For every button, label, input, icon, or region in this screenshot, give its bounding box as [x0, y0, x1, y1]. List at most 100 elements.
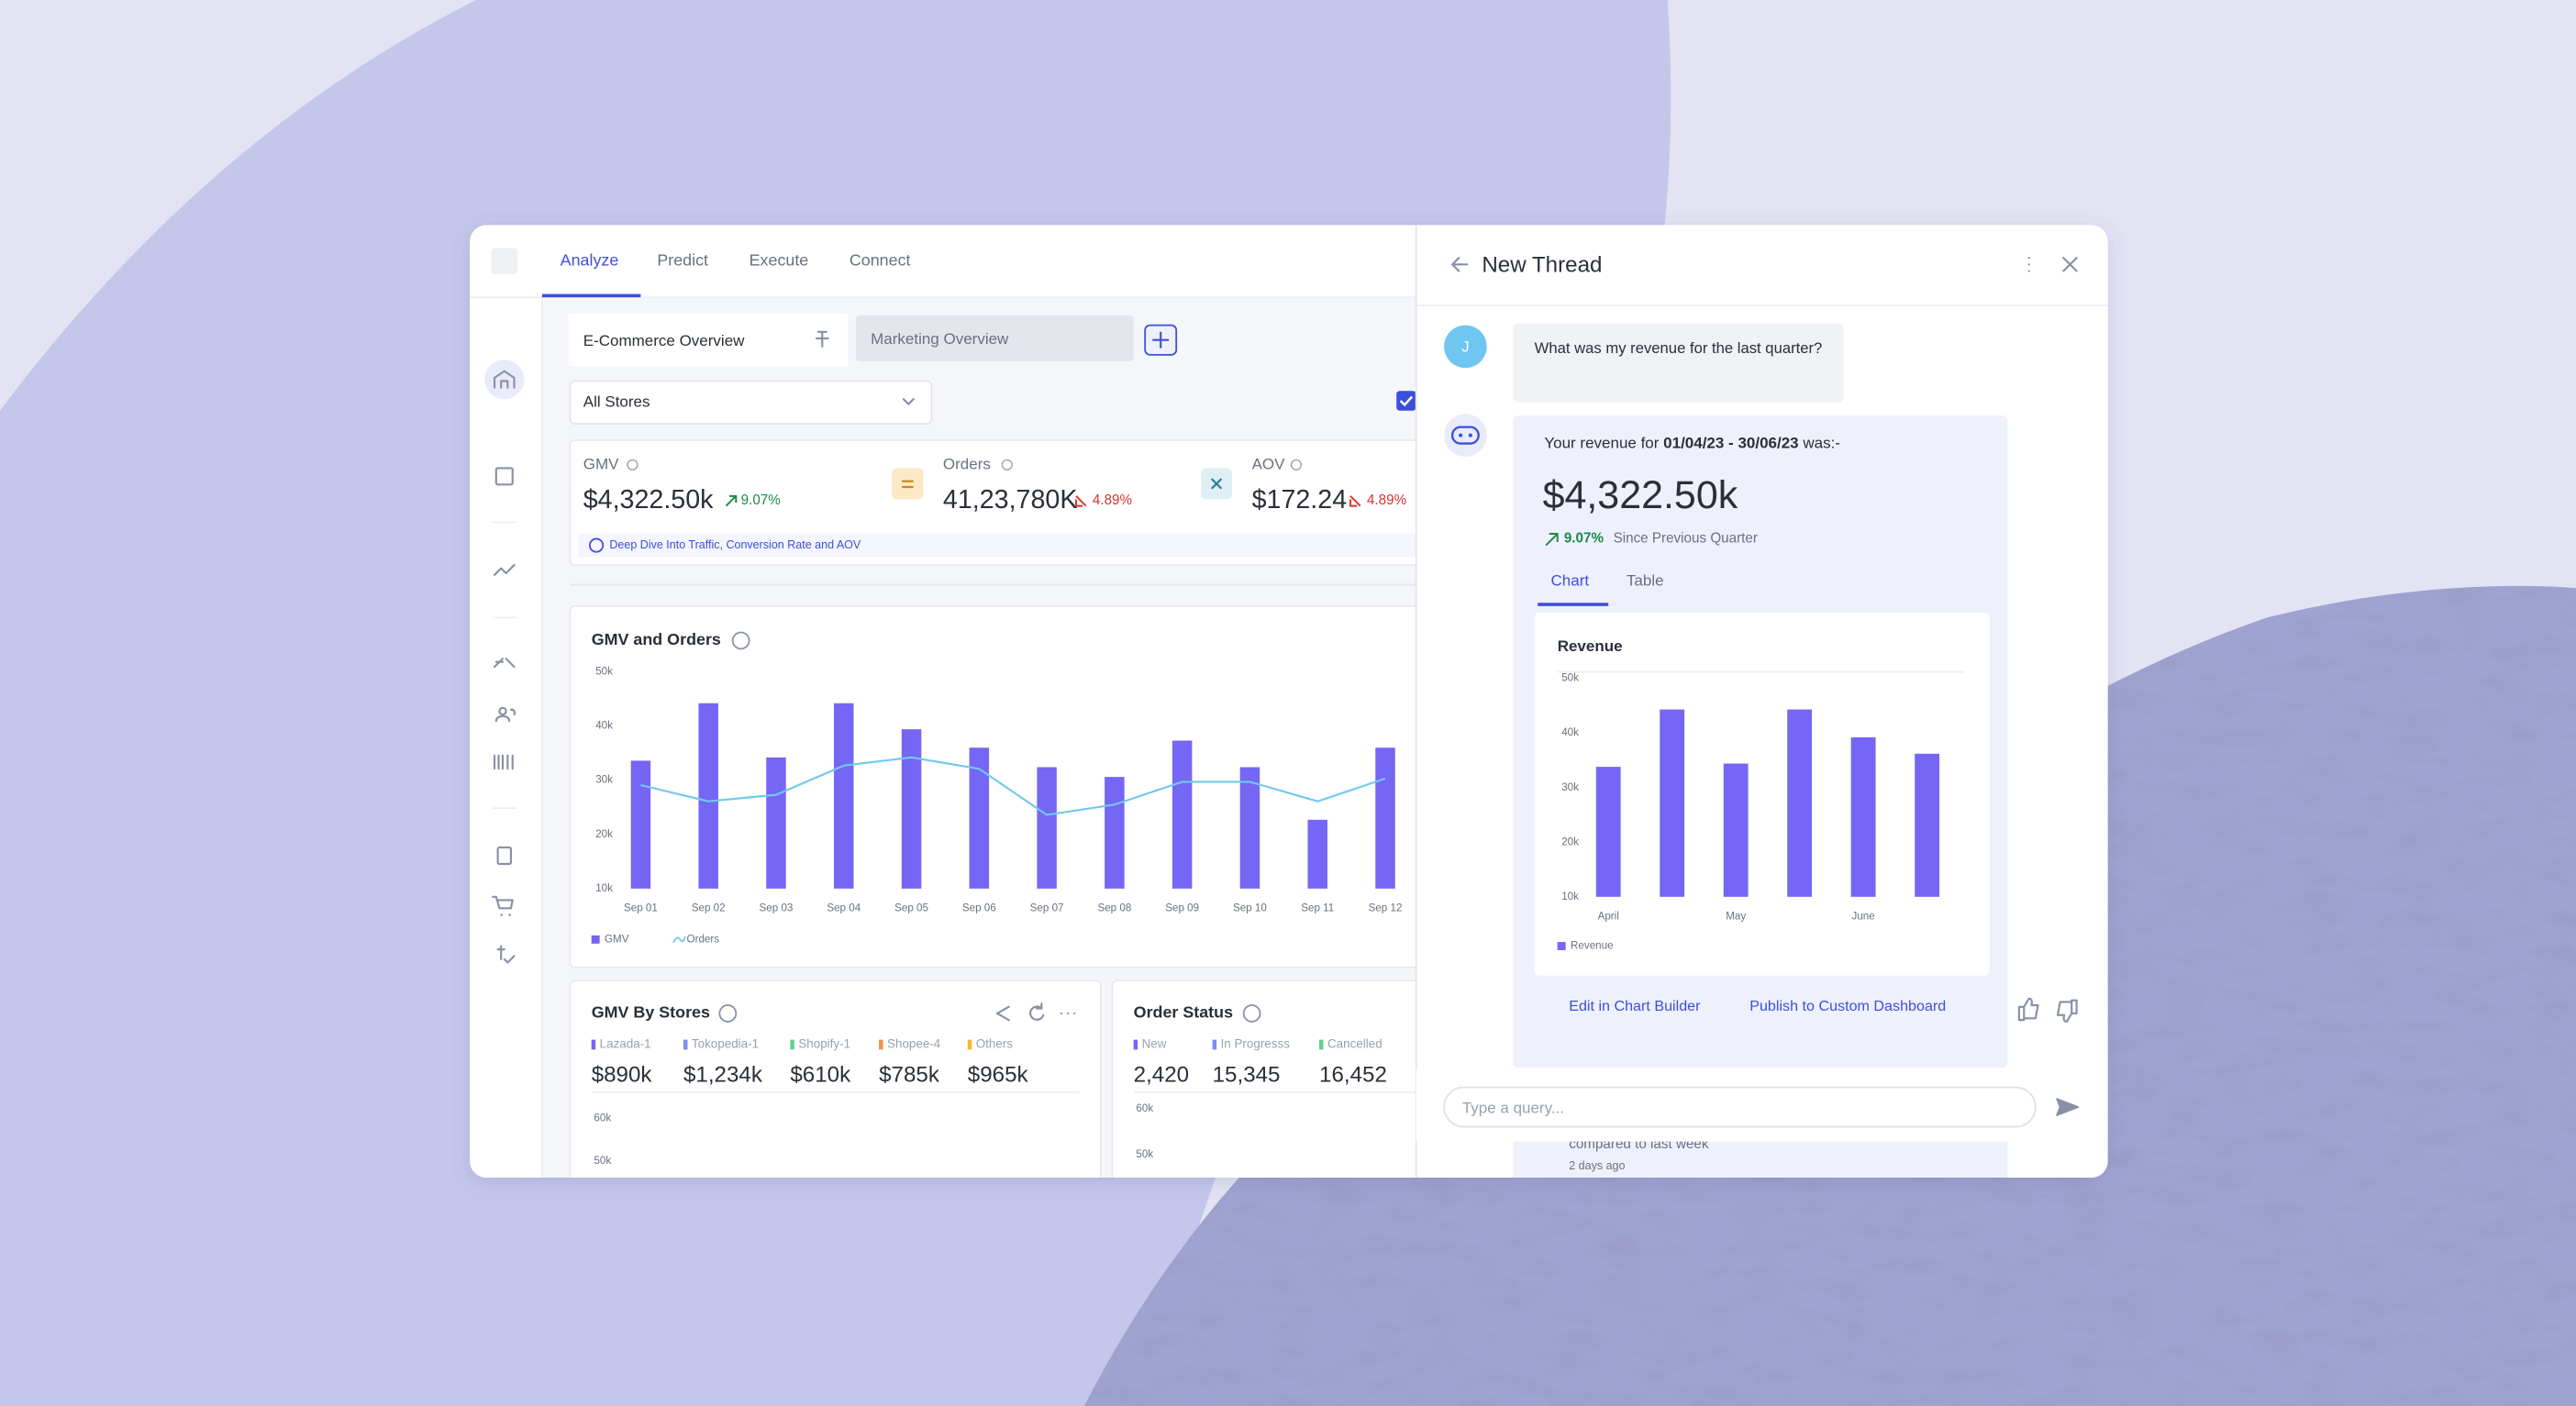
- bar: [1787, 709, 1813, 897]
- answer-change: 9.07%: [1564, 530, 1604, 546]
- document-icon[interactable]: [496, 847, 513, 866]
- info-icon[interactable]: [1242, 1004, 1261, 1023]
- legend-swatch: [967, 1039, 972, 1050]
- cart-icon[interactable]: [492, 895, 514, 916]
- y-tick-label: 20k: [1561, 836, 1579, 847]
- legend-swatch: [1133, 1039, 1138, 1050]
- user-message: What was my revenue for the last quarter…: [1534, 339, 1823, 357]
- kpi-link[interactable]: Deep Dive Into Traffic, Conversion Rate …: [609, 538, 861, 551]
- check-icon: [1399, 395, 1414, 407]
- bot-avatar: [1444, 414, 1487, 457]
- thumbs-down[interactable]: [2056, 999, 2078, 1023]
- home-icon[interactable]: [493, 370, 516, 389]
- merge-icon[interactable]: [493, 658, 516, 669]
- nav-tab[interactable]: Analyze: [561, 251, 619, 270]
- report-icon[interactable]: [494, 467, 514, 486]
- y-tick-label: 30k: [595, 774, 613, 786]
- info-icon[interactable]: [718, 1004, 738, 1023]
- close-icon[interactable]: [2062, 257, 2078, 272]
- legend-swatch: [879, 1039, 883, 1050]
- chat-chart: 10k 20k 30k 40k 50k April May June Revenue: [1557, 672, 1940, 952]
- bar: [969, 747, 990, 889]
- y-tick-label: 60k: [1136, 1102, 1153, 1114]
- x-tick-label: Sep 09: [1165, 902, 1199, 913]
- dashboard-charts: 10k 20k 30k 40k 50k Sep 01 Sep 02 Sep 03 Sep 04 S…: [591, 666, 1402, 1167]
- nav-tab[interactable]: Execute: [749, 251, 809, 270]
- legend-label: In Progresss: [1221, 1037, 1291, 1051]
- legend-label: Orders: [687, 933, 720, 945]
- users-icon[interactable]: [494, 706, 516, 723]
- x-tick-label: Sep 11: [1301, 902, 1334, 913]
- view-tab[interactable]: Chart: [1551, 571, 1590, 589]
- legend-label: Others: [976, 1037, 1014, 1051]
- x-tick-label: April: [1598, 910, 1619, 922]
- legend-label: Shopify-1: [798, 1037, 850, 1051]
- bar: [1595, 767, 1621, 897]
- kpi-label: Orders: [943, 455, 991, 472]
- sidebar-active-bg: [484, 360, 525, 400]
- x-tick-label: May: [1726, 910, 1746, 922]
- info-icon[interactable]: [627, 459, 638, 471]
- thumbs-up[interactable]: [2017, 997, 2039, 1022]
- series-total: $1,234k: [683, 1062, 763, 1087]
- info-icon[interactable]: [731, 631, 750, 650]
- finance-icon[interactable]: [496, 945, 516, 964]
- y-tick-label: 60k: [594, 1113, 611, 1124]
- kpi-aov: AOV $172.24 4.89%: [1252, 455, 1407, 514]
- dashboard-tab-active[interactable]: [568, 314, 849, 367]
- x-tick-label: Sep 10: [1233, 902, 1267, 913]
- series-total: 2,420: [1134, 1062, 1189, 1087]
- bar: [1307, 819, 1327, 889]
- store-dropdown[interactable]: [569, 380, 933, 425]
- pin-icon[interactable]: [815, 330, 829, 348]
- x-tick-label: Sep 01: [624, 902, 658, 913]
- store-dropdown-label: All Stores: [583, 393, 650, 410]
- checkbox[interactable]: [1396, 391, 1416, 411]
- kpi-gmv: GMV $4,322.50k 9.07%: [583, 455, 781, 514]
- answer-period: 01/04/23 - 30/06/23: [1663, 434, 1798, 451]
- chevron-icon: [902, 398, 915, 405]
- kpi-change: 4.89%: [1367, 493, 1406, 508]
- chat-panel: New Thread J What was my revenue for the…: [1415, 225, 2108, 1179]
- bar: [901, 729, 922, 889]
- y-tick-label: 40k: [595, 720, 613, 732]
- info-icon[interactable]: [1001, 459, 1013, 471]
- legend-swatch: [683, 1039, 688, 1050]
- series-total: $890k: [592, 1062, 653, 1087]
- sidebar: [484, 360, 525, 964]
- barcode-icon[interactable]: [493, 754, 514, 770]
- dashboard-tab[interactable]: [856, 315, 1134, 362]
- legend-label: New: [1142, 1037, 1167, 1051]
- top-nav: Analyze Predict Execute Connect: [541, 251, 911, 298]
- legend-label: GMV: [605, 933, 629, 945]
- nav-tab[interactable]: Predict: [657, 251, 708, 270]
- kpi-label: AOV: [1252, 455, 1286, 472]
- action-link[interactable]: Publish to Custom Dashboard: [1749, 998, 1946, 1014]
- info-icon[interactable]: [1290, 459, 1303, 471]
- bar: [1850, 736, 1876, 897]
- y-tick-label: 30k: [1561, 781, 1579, 793]
- kpi-value: $172.24: [1252, 485, 1348, 515]
- legend-swatch: [1557, 942, 1566, 951]
- link-icon: [589, 537, 605, 553]
- dashboard-tab-label: E-Commerce Overview: [583, 332, 745, 349]
- x-tick-label: Sep 06: [962, 902, 996, 913]
- send-button[interactable]: [2056, 1098, 2080, 1116]
- back-icon[interactable]: [1451, 257, 1469, 272]
- action-link[interactable]: Edit in Chart Builder: [1569, 998, 1701, 1014]
- chart-title: GMV and Orders: [592, 630, 721, 648]
- kpi-link-bar: [578, 534, 1416, 558]
- x-tick-label: June: [1852, 910, 1875, 922]
- refresh-icon[interactable]: [1029, 1002, 1045, 1021]
- view-tab[interactable]: Table: [1627, 571, 1664, 589]
- plus-icon: [1152, 331, 1170, 349]
- nav-tab[interactable]: Connect: [849, 251, 911, 270]
- y-tick-label: 50k: [594, 1155, 611, 1167]
- share-icon[interactable]: [995, 1005, 1010, 1022]
- legend-swatch: [790, 1039, 794, 1050]
- legend-label: Cancelled: [1327, 1037, 1382, 1051]
- kpi-change: 4.89%: [1093, 493, 1132, 508]
- answer-text: Your revenue for 01/04/23 - 30/06/23 was…: [1544, 434, 1840, 451]
- trend-icon[interactable]: [493, 563, 516, 576]
- query-input[interactable]: [1443, 1086, 2037, 1128]
